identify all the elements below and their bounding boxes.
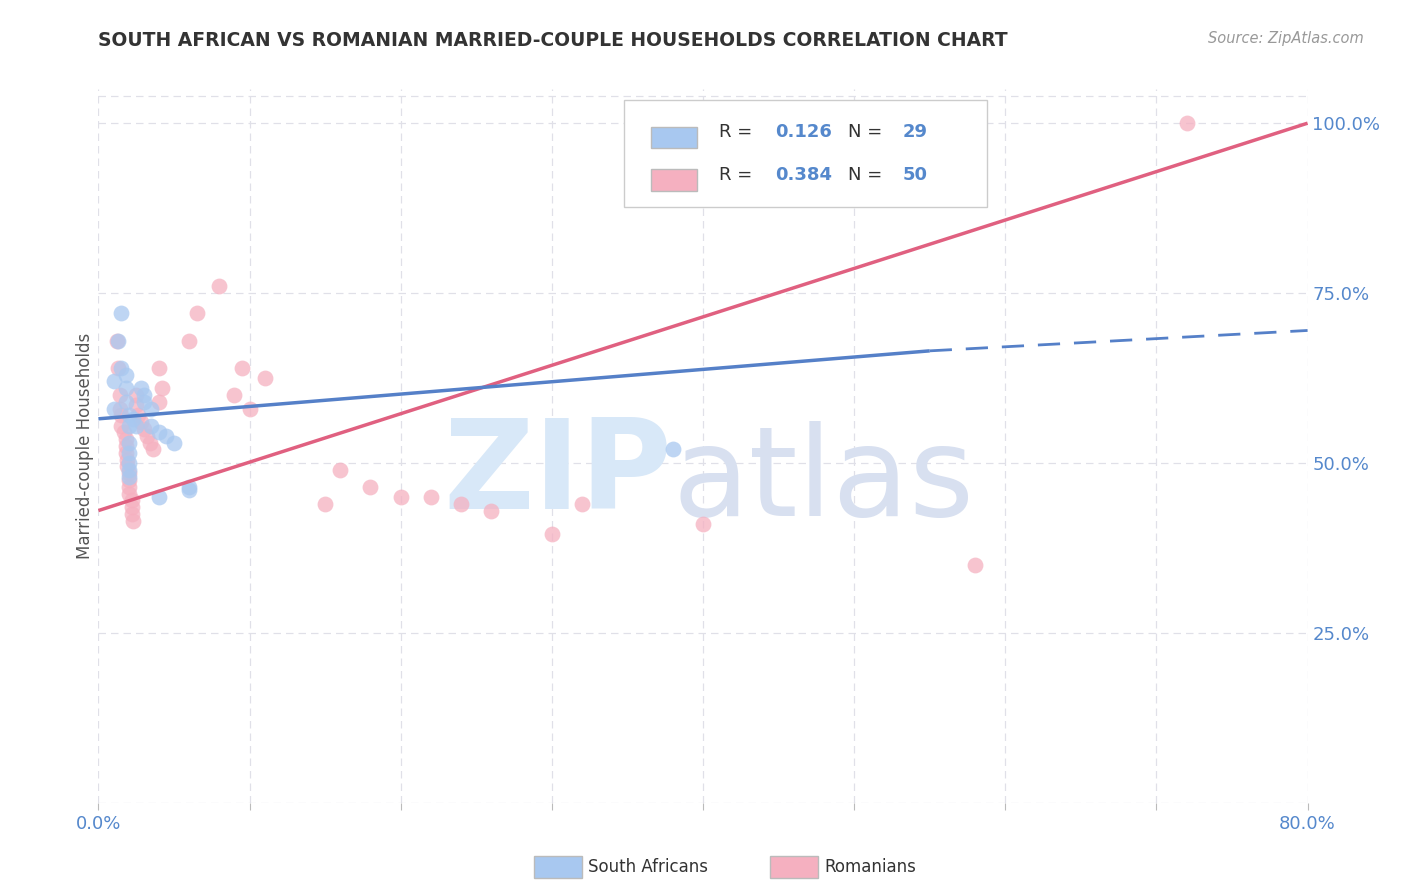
Point: [118, 409, 141, 423]
Y-axis label: Married-couple Households: Married-couple Households: [76, 333, 94, 559]
Point: [125, 388, 148, 402]
Point: [148, 360, 170, 375]
Point: [179, 334, 201, 348]
FancyBboxPatch shape: [651, 127, 697, 148]
Point: [239, 401, 262, 416]
Text: SOUTH AFRICAN VS ROMANIAN MARRIED-COUPLE HOUSEHOLDS CORRELATION CHART: SOUTH AFRICAN VS ROMANIAN MARRIED-COUPLE…: [98, 31, 1008, 50]
Point: [132, 422, 155, 436]
Point: [118, 456, 141, 470]
Point: [148, 425, 170, 440]
Point: [141, 401, 163, 416]
Point: [115, 459, 138, 474]
Point: [662, 442, 685, 457]
Point: [179, 480, 201, 494]
Text: 29: 29: [903, 123, 928, 141]
Point: [389, 490, 412, 504]
Text: ZIP: ZIP: [443, 414, 672, 535]
FancyBboxPatch shape: [534, 856, 582, 878]
Point: [142, 442, 165, 457]
FancyBboxPatch shape: [651, 169, 697, 191]
Point: [420, 490, 443, 504]
Text: R =: R =: [718, 123, 758, 141]
FancyBboxPatch shape: [769, 856, 818, 878]
Point: [141, 418, 163, 433]
Point: [110, 306, 132, 320]
Point: [103, 401, 125, 416]
Text: Romanians: Romanians: [824, 858, 915, 876]
Text: Source: ZipAtlas.com: Source: ZipAtlas.com: [1208, 31, 1364, 46]
FancyBboxPatch shape: [624, 100, 987, 207]
Point: [481, 503, 503, 517]
Point: [540, 527, 562, 541]
Point: [108, 401, 131, 416]
Point: [571, 497, 593, 511]
Point: [139, 435, 162, 450]
Point: [121, 500, 143, 515]
Point: [125, 418, 148, 433]
Point: [114, 439, 136, 453]
Point: [127, 409, 149, 423]
Point: [114, 381, 136, 395]
Point: [108, 388, 131, 402]
Point: [450, 497, 472, 511]
Text: N =: N =: [848, 123, 889, 141]
Point: [150, 381, 173, 395]
Point: [125, 398, 148, 412]
Point: [122, 412, 145, 426]
Point: [103, 375, 125, 389]
Point: [148, 394, 170, 409]
Point: [155, 429, 177, 443]
Text: R =: R =: [718, 166, 758, 184]
Point: [114, 368, 136, 382]
Point: [148, 490, 170, 504]
Point: [132, 388, 155, 402]
Point: [314, 497, 336, 511]
Point: [114, 432, 136, 446]
Point: [118, 473, 141, 487]
Text: N =: N =: [848, 166, 889, 184]
Point: [329, 463, 352, 477]
Point: [692, 517, 714, 532]
Point: [186, 306, 208, 320]
Text: 0.126: 0.126: [776, 123, 832, 141]
Point: [110, 409, 132, 423]
Point: [135, 429, 157, 443]
Point: [360, 480, 382, 494]
Point: [114, 394, 136, 409]
Text: 50: 50: [903, 166, 928, 184]
Point: [121, 507, 143, 521]
Point: [965, 558, 987, 572]
Point: [118, 446, 141, 460]
Point: [112, 425, 135, 440]
Point: [129, 381, 152, 395]
Point: [118, 435, 141, 450]
Point: [132, 394, 155, 409]
Text: 0.384: 0.384: [776, 166, 832, 184]
Point: [208, 279, 231, 293]
Point: [224, 388, 246, 402]
Point: [118, 466, 141, 480]
Point: [118, 480, 141, 494]
Point: [253, 371, 276, 385]
Point: [105, 334, 128, 348]
Point: [122, 514, 145, 528]
Text: atlas: atlas: [673, 421, 974, 542]
Point: [110, 418, 132, 433]
Point: [118, 463, 141, 477]
Point: [107, 360, 129, 375]
Point: [231, 360, 253, 375]
Point: [179, 483, 201, 498]
Point: [1175, 116, 1198, 130]
Point: [118, 469, 141, 483]
Point: [118, 486, 141, 500]
Point: [107, 334, 129, 348]
Point: [121, 493, 143, 508]
Point: [163, 435, 186, 450]
Point: [118, 418, 141, 433]
Point: [110, 360, 132, 375]
Point: [129, 415, 152, 429]
Point: [115, 452, 138, 467]
Text: South Africans: South Africans: [588, 858, 709, 876]
Point: [114, 446, 136, 460]
